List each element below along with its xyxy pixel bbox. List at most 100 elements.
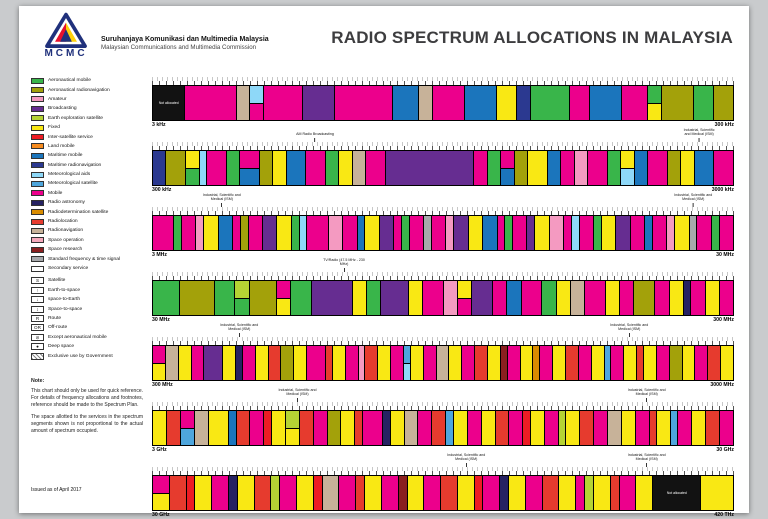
legend-swatch-rn [31,227,44,234]
band-segment [204,216,219,250]
allocation-at [443,281,458,315]
band-segment [678,411,693,445]
band-segment [521,281,543,315]
org-name-english: Malaysian Communications and Multimedia … [101,44,257,52]
allocation-fx [178,346,191,380]
allocation-mo [391,346,403,380]
band-frequency-labels: 3 MHz 30 MHz [152,252,734,258]
band-segment [299,411,314,445]
band-segment [721,346,733,380]
band-segment [441,476,458,510]
allocation-fx [527,151,547,185]
allocation-mo [585,281,605,315]
band-segment [277,281,292,315]
band-segment [621,86,649,120]
band-segment [240,216,249,250]
allocation-mo [509,411,523,445]
allocation-fx [530,411,544,445]
allocation-ma [250,86,263,103]
band-segment [367,281,382,315]
allocation-ee [558,411,566,445]
allocation-fx [721,346,733,380]
allocation-mo [652,216,667,250]
band-segment [585,281,606,315]
allocation-mo [620,281,634,315]
band-segment [385,151,475,185]
allocation-mo [307,346,325,380]
allocation-mo [695,346,708,380]
allocation-mo [678,411,692,445]
allocation-rl [566,346,578,380]
allocation-ma [571,216,579,250]
legend-item-bc: Broadcasting [31,104,151,113]
allocation-mo [697,216,711,250]
band-segment [392,86,419,120]
allocation-mo [153,476,169,493]
band-segment [422,281,444,315]
allocation-am [530,86,569,120]
allocation-rn [236,86,250,120]
allocation-fx [453,411,467,445]
allocation-fx [410,346,423,380]
allocation-an [240,216,248,250]
band-segment [593,476,611,510]
band-segment [250,411,265,445]
band-segment [474,151,488,185]
allocation-at [328,216,343,250]
allocation-am [214,281,235,315]
band-segment [218,216,234,250]
band-segment [591,346,605,380]
allocation-mm [392,86,418,120]
allocation-rl [441,476,457,510]
band-segment [357,216,366,250]
band-segment [299,216,308,250]
legend-swatch-mr [31,162,44,169]
callout-pin-line [221,203,223,207]
spectrum-chart-page: MCMC Suruhanjaya Komunikasi dan Multimed… [19,6,749,518]
allocation-rl [355,411,362,445]
band-tick-marks [152,337,734,345]
band-callouts [152,66,734,77]
band-segment [509,411,524,445]
allocation-fx [408,281,422,315]
callout-text: AM Radio Broadcasting [296,132,334,137]
band-segment [180,411,195,445]
allocation-mm [483,216,497,250]
allocation-fx [407,476,424,510]
band-segment [610,476,620,510]
legend-item-at: Amateur [31,95,151,104]
allocation-rn [570,281,585,315]
allocation-mo [648,151,667,185]
band-block-3: Industrial, Scientific and Medical (ISM)… [152,193,734,258]
band-segment [648,151,668,185]
allocation-am [291,216,299,250]
allocation-mo [248,216,263,250]
legend-swatch-mm [31,152,44,159]
band-segment [271,476,281,510]
legend-swatch-is [31,134,44,141]
allocation-mo [497,216,505,250]
allocation-ms [180,427,194,445]
allocation-mm [229,411,236,445]
band-segment [432,411,447,445]
band-segment [307,346,326,380]
band-segment [468,216,484,250]
allocation-rl [708,346,721,380]
band-segment [620,281,635,315]
band-segment [547,151,562,185]
allocation-fx [458,281,472,298]
band-segment [327,411,342,445]
allocation-am [235,297,249,315]
band-segment [694,151,715,185]
allocation-fx [277,216,291,250]
legend-item-is: Inter-satellite service [31,132,151,141]
band-segment [233,216,241,250]
allocation-mo [250,102,263,120]
allocation-mo [507,346,520,380]
band-segment [423,346,437,380]
allocation-bc [472,281,493,315]
allocation-an [249,281,277,315]
band-segment [705,281,720,315]
callout-text: Industrial, Scientific and Medical (ISM) [627,453,666,462]
allocation-fx [339,151,352,185]
